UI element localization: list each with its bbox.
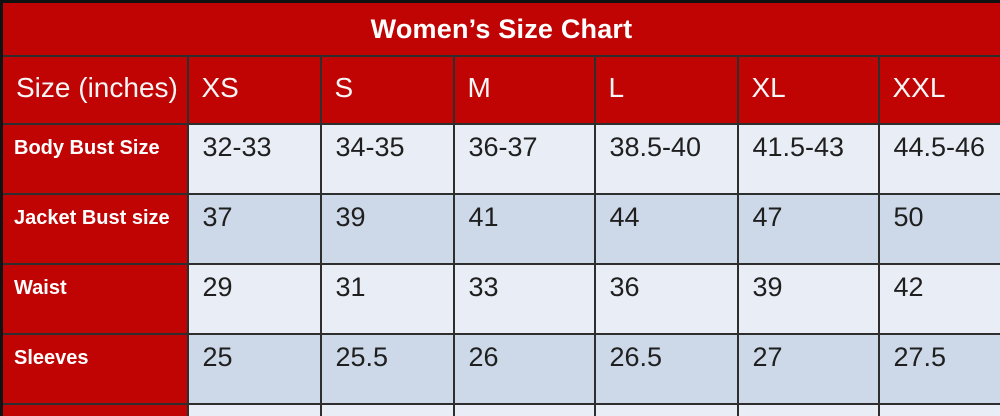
title-row: Women’s Size Chart	[0, 0, 1000, 57]
header-xxl: XXL	[877, 55, 1000, 125]
table-cell: 16.5	[319, 403, 455, 416]
row-label-body-bust-size: Body Bust Size	[0, 123, 189, 195]
table-cell: 39	[319, 193, 455, 265]
table-cell: 25.5	[319, 333, 455, 405]
table-cell: 29	[186, 263, 322, 335]
table-cell: 26.5	[593, 333, 739, 405]
header-row: Size (inches) XS S M L XL XXL	[0, 55, 1000, 125]
table-cell: 18.5	[877, 403, 1000, 416]
table-cell: 17.5	[593, 403, 739, 416]
header-l: L	[593, 55, 739, 125]
table-cell: 37	[186, 193, 322, 265]
table-cell: 38.5-40	[593, 123, 739, 195]
table-cell: 34-35	[319, 123, 455, 195]
row-label-shoulders: Shoulders	[0, 403, 189, 416]
table-cell: 26	[452, 333, 596, 405]
row-label-jacket-bust-size: Jacket Bust size	[0, 193, 189, 265]
table-cell: 25	[186, 333, 322, 405]
table-row-jacket-bust-size: Jacket Bust size 37 39 41 44 47 50	[0, 193, 1000, 265]
table-cell: 33	[452, 263, 596, 335]
table-cell: 41	[452, 193, 596, 265]
table-cell: 31	[319, 263, 455, 335]
row-label-sleeves: Sleeves	[0, 333, 189, 405]
table-cell: 36	[593, 263, 739, 335]
table-cell: 42	[877, 263, 1000, 335]
table-row-sleeves: Sleeves 25 25.5 26 26.5 27 27.5	[0, 333, 1000, 405]
table-cell: 36-37	[452, 123, 596, 195]
table-cell: 47	[736, 193, 880, 265]
table-cell: 16	[186, 403, 322, 416]
table-cell: 27.5	[877, 333, 1000, 405]
table-row-waist: Waist 29 31 33 36 39 42	[0, 263, 1000, 335]
table-cell: 32-33	[186, 123, 322, 195]
header-xs: XS	[186, 55, 322, 125]
header-size-inches: Size (inches)	[0, 55, 189, 125]
header-m: M	[452, 55, 596, 125]
table-cell: 17	[452, 403, 596, 416]
table-cell: 44.5-46	[877, 123, 1000, 195]
table-cell: 18	[736, 403, 880, 416]
table-cell: 44	[593, 193, 739, 265]
table-cell: 27	[736, 333, 880, 405]
table-cell: 39	[736, 263, 880, 335]
header-s: S	[319, 55, 455, 125]
table-row-body-bust-size: Body Bust Size 32-33 34-35 36-37 38.5-40…	[0, 123, 1000, 195]
row-label-waist: Waist	[0, 263, 189, 335]
table-cell: 50	[877, 193, 1000, 265]
table-cell: 41.5-43	[736, 123, 880, 195]
chart-title: Women’s Size Chart	[0, 0, 1000, 57]
table-row-shoulders: Shoulders 16 16.5 17 17.5 18 18.5	[0, 403, 1000, 416]
header-xl: XL	[736, 55, 880, 125]
